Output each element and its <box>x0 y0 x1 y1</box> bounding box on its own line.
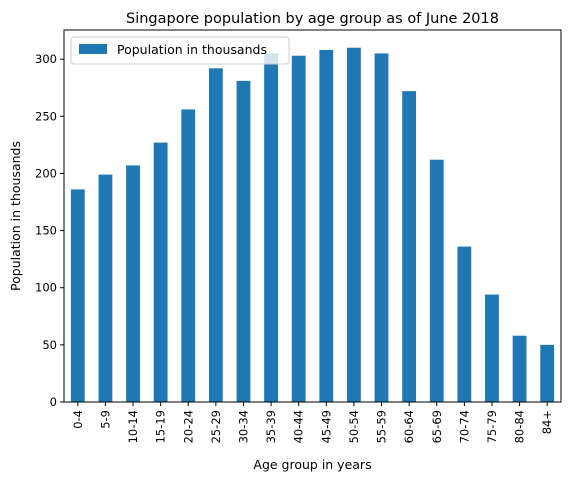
bar-5-9 <box>98 174 113 402</box>
bar-10-14 <box>126 165 140 402</box>
bar-0-4 <box>70 189 85 402</box>
x-tick-label: 30-34 <box>236 410 250 443</box>
x-tick-label: 75-79 <box>485 410 499 443</box>
bar-15-19 <box>153 142 168 403</box>
bar-45-49 <box>319 50 334 402</box>
x-tick-label: 15-19 <box>154 410 168 443</box>
bar-70-74 <box>457 246 472 402</box>
x-tick-label: 40-44 <box>292 410 306 443</box>
x-tick-label: 60-64 <box>402 410 416 443</box>
y-tick-label: 100 <box>35 281 57 295</box>
y-axis: 0 50 100 150 200 250 300 <box>35 52 64 409</box>
bar-55-59 <box>374 53 389 403</box>
x-tick-label: 45-49 <box>319 410 333 443</box>
bar-20-24 <box>181 109 196 402</box>
plot-frame <box>63 29 562 403</box>
x-tick-label: 35-39 <box>264 410 278 443</box>
bar-25-29 <box>208 68 223 403</box>
legend-swatch <box>79 44 107 54</box>
y-tick-label: 200 <box>35 166 57 180</box>
x-tick-label: 5-9 <box>98 410 112 429</box>
chart-title: Singapore population by age group as of … <box>126 11 499 27</box>
x-tick-label: 50-54 <box>347 410 361 443</box>
y-axis-label: Population in thousands <box>8 141 23 291</box>
x-tick-label: 25-29 <box>209 410 223 443</box>
bar-35-39 <box>264 53 278 403</box>
x-tick-label: 10-14 <box>126 410 140 443</box>
x-axis: 0-4 5-9 10-14 15-19 20-24 25-29 30-34 35-39 40-4… <box>71 402 554 443</box>
x-tick-label: 55-59 <box>375 410 389 443</box>
bar-60-64 <box>402 91 417 403</box>
x-tick-label: 0-4 <box>71 410 85 429</box>
x-tick-label: 70-74 <box>457 410 471 443</box>
bar-50-54 <box>347 47 361 402</box>
y-tick-label: 150 <box>35 224 57 238</box>
x-tick-label: 84+ <box>540 410 554 434</box>
legend: Population in thousands <box>70 36 290 65</box>
y-tick-label: 250 <box>35 109 57 123</box>
bar-30-34 <box>236 80 251 402</box>
y-tick-label: 300 <box>35 52 57 66</box>
bars-group <box>70 47 555 403</box>
bar-80-84 <box>512 335 527 402</box>
y-tick-label: 50 <box>42 338 57 352</box>
bar-65-69 <box>429 159 444 402</box>
x-axis-label: Age group in years <box>253 457 371 472</box>
bar-75-79 <box>485 294 499 402</box>
y-tick-label: 0 <box>50 395 57 409</box>
x-tick-label: 20-24 <box>181 410 195 443</box>
bar-84+ <box>540 344 555 402</box>
legend-label: Population in thousands <box>117 42 267 57</box>
x-tick-label: 65-69 <box>430 410 444 443</box>
bar-40-44 <box>291 55 306 402</box>
legend-box <box>70 36 290 65</box>
x-tick-label: 80-84 <box>513 410 527 443</box>
